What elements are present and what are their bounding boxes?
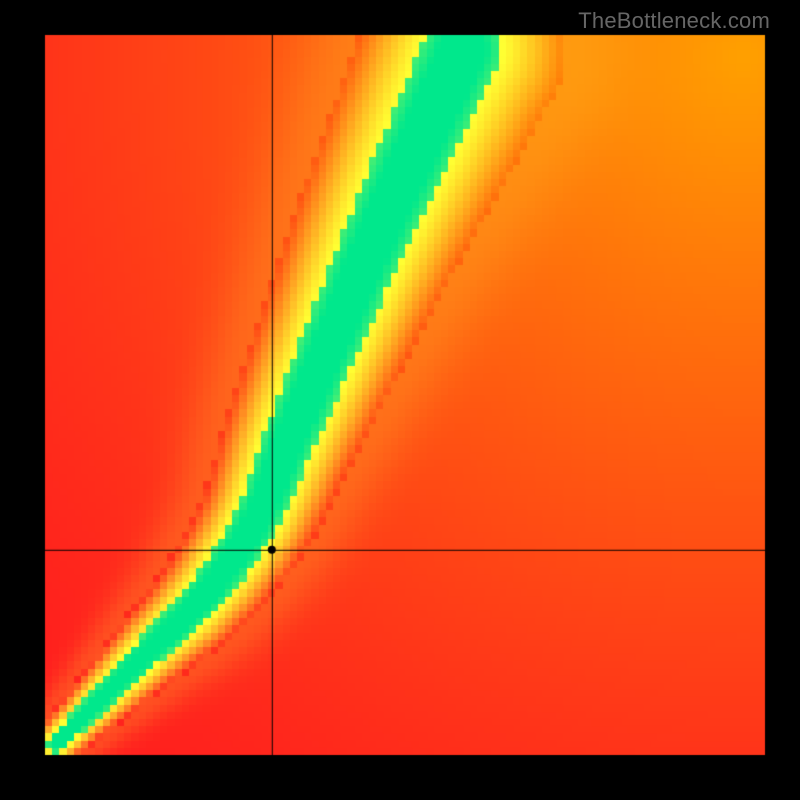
watermark-text: TheBottleneck.com: [578, 8, 770, 34]
heatmap-chart: [0, 0, 800, 800]
